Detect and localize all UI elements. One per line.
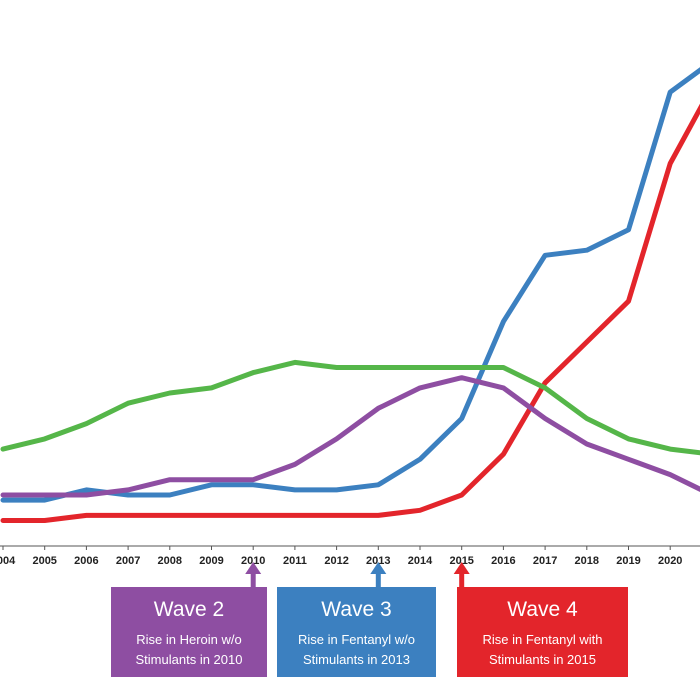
x-tick-label: 2005 [32, 555, 56, 567]
x-tick-label: 2010 [241, 555, 265, 567]
x-tick-label: 2015 [449, 555, 473, 567]
x-tick-label: 2009 [199, 555, 223, 567]
x-tick-label: 2006 [74, 555, 98, 567]
wave-3-arrow [370, 562, 387, 588]
wave-arrow-layer [245, 562, 470, 588]
x-tick-label: 2017 [533, 555, 557, 567]
x-tick-label: 2014 [408, 555, 433, 567]
wave-2-line1: Rise in Heroin w/o [136, 632, 242, 647]
series-line-0 [0, 67, 700, 503]
series-line-2 [0, 359, 700, 456]
x-tick-label: 2020 [658, 555, 682, 567]
wave-4-box: Wave 4 Rise in Fentanyl with Stimulants … [457, 587, 628, 677]
wave-2-box: Wave 2 Rise in Heroin w/o Stimulants in … [111, 587, 267, 677]
wave-2-line2: Stimulants in 2010 [135, 652, 243, 667]
wave-4-arrow [453, 562, 470, 588]
wave-4-line1: Rise in Fentanyl with [482, 632, 603, 647]
series-line-1 [0, 103, 700, 523]
x-tick-label: 2016 [491, 555, 515, 567]
x-tick-layer: 2004 2005 2006 2007 2008 2009 2010 2011 2012 2013… [0, 546, 682, 567]
wave-4-line2: Stimulants in 2015 [489, 652, 596, 667]
wave-3-title: Wave 3 [321, 598, 392, 621]
wave-3-box: Wave 3 Rise in Fentanyl w/o Stimulants i… [277, 587, 436, 677]
series-layer [0, 67, 700, 523]
x-tick-label: 2018 [575, 555, 599, 567]
x-tick-label: 2011 [283, 555, 307, 567]
series-line-3 [0, 375, 700, 498]
wave-2-arrow [245, 562, 262, 588]
wave-3-line2: Stimulants in 2013 [303, 652, 410, 667]
x-tick-label: 2013 [366, 555, 390, 567]
x-tick-label: 2007 [116, 555, 140, 567]
x-tick-label: 2008 [158, 555, 182, 567]
wave-3-line1: Rise in Fentanyl w/o [297, 632, 416, 647]
wave-4-title: Wave 4 [507, 598, 578, 621]
x-tick-label: 2012 [324, 555, 348, 567]
wave-2-title: Wave 2 [153, 598, 225, 621]
x-tick-label: 2019 [616, 555, 640, 567]
x-tick-label: 2004 [0, 555, 16, 567]
